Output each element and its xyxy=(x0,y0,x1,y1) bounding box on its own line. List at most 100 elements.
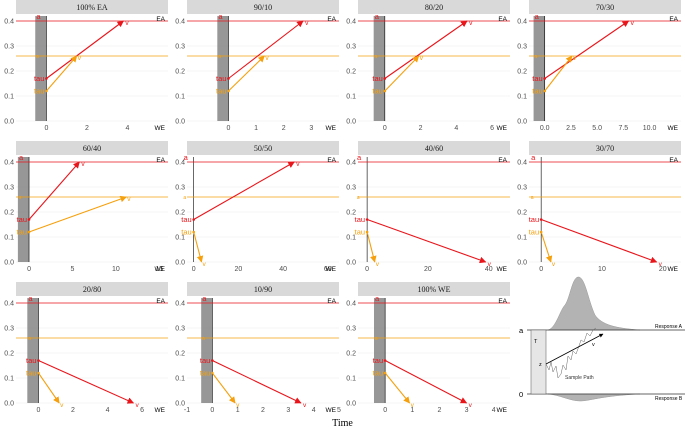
panel-strip xyxy=(358,282,510,296)
ea-start-point xyxy=(211,359,214,362)
y-tick-label: 0.2 xyxy=(346,350,356,357)
panel-9: 20/80 0.0 0.1 0.2 0.3 0.4 0 2 4 6 EA WE a a tau tau v v xyxy=(4,282,168,414)
y-tick-label: 0.1 xyxy=(175,375,185,382)
we-axis-label: WE xyxy=(668,125,679,132)
panel-5: 60/40 0.0 0.1 0.2 0.3 0.4 0 5 10 15 EA WE a a tau tau v v xyxy=(4,141,168,273)
y-tick-label: 0.3 xyxy=(517,43,527,50)
y-tick-label: 0.2 xyxy=(4,209,14,216)
ea-axis-label: EA xyxy=(327,298,336,305)
schematic-v-label: v xyxy=(592,342,595,348)
response-b-label: Response B xyxy=(655,396,683,402)
we-start-point xyxy=(383,371,387,375)
y-tick-label: 0.3 xyxy=(517,184,527,191)
ea-start-point xyxy=(192,218,196,221)
ea-tau-label: tau xyxy=(200,356,210,365)
ea-drift-arrow xyxy=(28,161,80,220)
x-tick-label: 2 xyxy=(261,407,265,414)
y-tick-label: 0.2 xyxy=(346,209,356,216)
x-tick-label: 0 xyxy=(192,266,196,273)
ea-a-label: a xyxy=(375,294,380,303)
ea-drift-arrow xyxy=(384,360,468,404)
we-tau-label: tau xyxy=(34,87,44,96)
ea-a-label: a xyxy=(19,153,24,162)
panel-10: 10/90 0.0 0.1 0.2 0.3 0.4 -1 0 1 2 3 4 5 EA WE a a tau tau… xyxy=(175,282,341,414)
we-v-label: v xyxy=(552,261,556,268)
ea-tau-label: tau xyxy=(216,74,226,83)
ea-v-label: v xyxy=(305,20,309,27)
we-start-point xyxy=(543,89,547,93)
panel-title: 70/30 xyxy=(596,3,614,12)
x-tick-label: 2 xyxy=(437,407,441,414)
ea-v-label: v xyxy=(488,261,492,268)
ea-drift-arrow xyxy=(228,20,304,79)
x-tick-label: 2 xyxy=(85,125,89,132)
panel-strip xyxy=(529,0,681,14)
ea-v-label: v xyxy=(81,161,85,168)
y-tick-label: 0.0 xyxy=(346,259,356,266)
ea-tau-label: tau xyxy=(17,215,27,224)
panel-11: 100% WE 0.0 0.1 0.2 0.3 0.4 0 1 2 3 4 EA WE a a tau tau v… xyxy=(346,282,510,414)
x-tick-label: 10 xyxy=(112,266,120,273)
we-drift-arrow xyxy=(366,231,377,263)
ea-tau-label: tau xyxy=(373,356,383,365)
x-tick-label: 6 xyxy=(490,125,494,132)
ea-start-point xyxy=(365,218,369,221)
y-tick-label: 0.1 xyxy=(346,234,356,241)
ea-v-label: v xyxy=(659,261,663,268)
x-tick-label: 3 xyxy=(309,125,313,132)
schematic-t-label: T xyxy=(534,339,538,345)
tau-band xyxy=(201,298,213,403)
we-tau-label: tau xyxy=(17,228,27,237)
ea-a-label: a xyxy=(531,153,536,162)
x-tick-label: 2 xyxy=(282,125,286,132)
y-tick-label: 0.0 xyxy=(175,118,185,125)
y-tick-label: 0.4 xyxy=(346,300,356,307)
ea-tau-label: tau xyxy=(532,74,542,83)
y-tick-label: 0.2 xyxy=(517,209,527,216)
x-tick-label: 4 xyxy=(454,125,458,132)
we-drift-arrow xyxy=(45,55,78,92)
ea-drift-arrow xyxy=(212,360,302,404)
we-start-point xyxy=(211,371,214,375)
we-tau-label: tau xyxy=(532,87,542,96)
y-tick-label: 0.2 xyxy=(346,68,356,75)
we-tau-label: tau xyxy=(216,87,226,96)
we-v-label: v xyxy=(420,55,424,62)
we-v-label: v xyxy=(376,261,380,268)
we-v-label: v xyxy=(265,55,269,62)
panel-title: 20/80 xyxy=(83,285,101,294)
we-v-label: v xyxy=(411,402,415,409)
y-tick-label: 0.0 xyxy=(175,259,185,266)
we-tau-label: tau xyxy=(181,228,191,237)
ea-v-label: v xyxy=(303,402,307,409)
ea-start-point xyxy=(543,77,547,80)
ea-tau-label: tau xyxy=(34,74,44,83)
x-tick-label: 7.5 xyxy=(618,125,628,132)
panel-title: 100% EA xyxy=(76,3,108,12)
x-tick-label: 10 xyxy=(598,266,606,273)
x-tick-label: 0 xyxy=(37,407,41,414)
drift-arrow xyxy=(545,333,604,365)
ea-start-point xyxy=(383,77,387,80)
panel-3: 80/20 0.0 0.1 0.2 0.3 0.4 0 2 4 6 EA WE a a tau tau v v xyxy=(346,0,510,132)
x-tick-label: 1 xyxy=(254,125,258,132)
panel-strip xyxy=(187,282,339,296)
panel-title: 60/40 xyxy=(83,144,101,153)
we-axis-label: WE xyxy=(155,266,166,273)
ea-drift-arrow xyxy=(38,359,135,404)
y-tick-label: 0.0 xyxy=(346,118,356,125)
y-tick-label: 0.2 xyxy=(175,209,185,216)
we-axis-label: WE xyxy=(497,125,508,132)
panel-4: 70/30 0.0 0.1 0.2 0.3 0.4 0.0 2.5 5.0 7.5 10.0 EA WE… xyxy=(517,0,681,132)
we-drift-arrow xyxy=(28,195,127,233)
we-a-label: a xyxy=(534,54,537,60)
ea-a-label: a xyxy=(28,294,33,303)
x-tick-label: 0 xyxy=(27,266,31,273)
y-tick-label: 0.1 xyxy=(4,234,14,241)
we-v-label: v xyxy=(78,55,82,62)
ea-a-label: a xyxy=(184,153,189,162)
y-tick-label: 0.1 xyxy=(4,375,14,382)
ea-drift-arrow xyxy=(384,20,468,79)
ea-a-label: a xyxy=(535,12,540,21)
y-tick-label: 0.1 xyxy=(175,93,185,100)
